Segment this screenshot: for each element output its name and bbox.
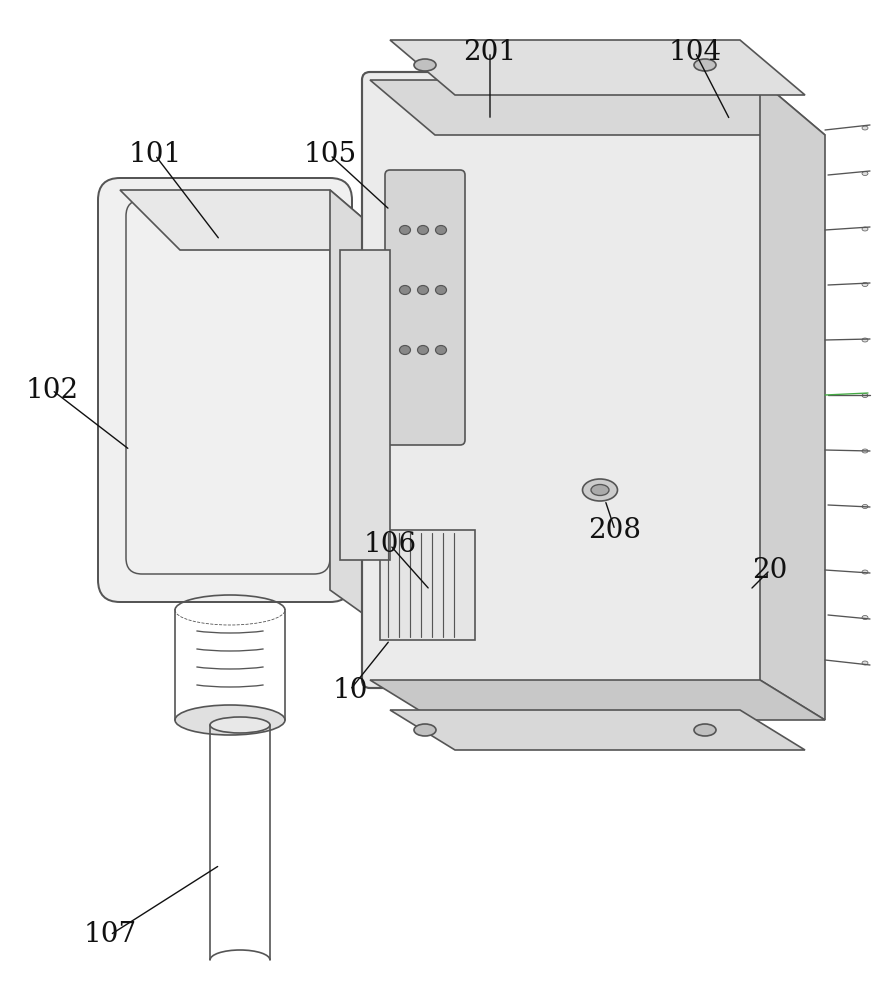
Polygon shape [760, 80, 825, 720]
Text: 201: 201 [463, 38, 516, 66]
Ellipse shape [400, 226, 410, 234]
Ellipse shape [862, 661, 868, 665]
Ellipse shape [694, 59, 716, 71]
Ellipse shape [694, 724, 716, 736]
Text: 208: 208 [589, 516, 642, 544]
Ellipse shape [417, 226, 429, 234]
Ellipse shape [436, 226, 446, 234]
Text: 10: 10 [332, 676, 368, 704]
Ellipse shape [414, 724, 436, 736]
Ellipse shape [417, 346, 429, 355]
FancyBboxPatch shape [380, 530, 475, 640]
Polygon shape [390, 710, 805, 750]
Ellipse shape [417, 286, 429, 294]
Ellipse shape [862, 393, 868, 397]
Ellipse shape [862, 227, 868, 231]
FancyBboxPatch shape [385, 170, 465, 445]
Ellipse shape [400, 346, 410, 355]
Ellipse shape [210, 717, 270, 733]
Text: 104: 104 [668, 38, 721, 66]
Text: 101: 101 [128, 141, 181, 168]
Ellipse shape [436, 346, 446, 355]
Ellipse shape [862, 282, 868, 286]
FancyBboxPatch shape [98, 178, 352, 602]
Polygon shape [370, 80, 825, 135]
Text: 20: 20 [752, 556, 788, 584]
Polygon shape [390, 40, 805, 95]
Ellipse shape [862, 126, 868, 130]
Text: 105: 105 [303, 141, 356, 168]
Text: 106: 106 [363, 532, 416, 558]
Ellipse shape [400, 286, 410, 294]
Ellipse shape [862, 338, 868, 342]
Polygon shape [370, 680, 825, 720]
FancyBboxPatch shape [362, 72, 768, 688]
Ellipse shape [862, 570, 868, 574]
Ellipse shape [862, 504, 868, 508]
Ellipse shape [436, 286, 446, 294]
Polygon shape [120, 190, 400, 250]
Ellipse shape [175, 705, 285, 735]
Ellipse shape [414, 59, 436, 71]
Text: 102: 102 [26, 376, 79, 403]
Ellipse shape [583, 479, 618, 501]
Ellipse shape [862, 172, 868, 176]
Text: 107: 107 [83, 922, 137, 948]
Polygon shape [340, 250, 390, 560]
Ellipse shape [591, 485, 609, 495]
Ellipse shape [862, 449, 868, 453]
Ellipse shape [862, 615, 868, 619]
Polygon shape [330, 190, 400, 640]
